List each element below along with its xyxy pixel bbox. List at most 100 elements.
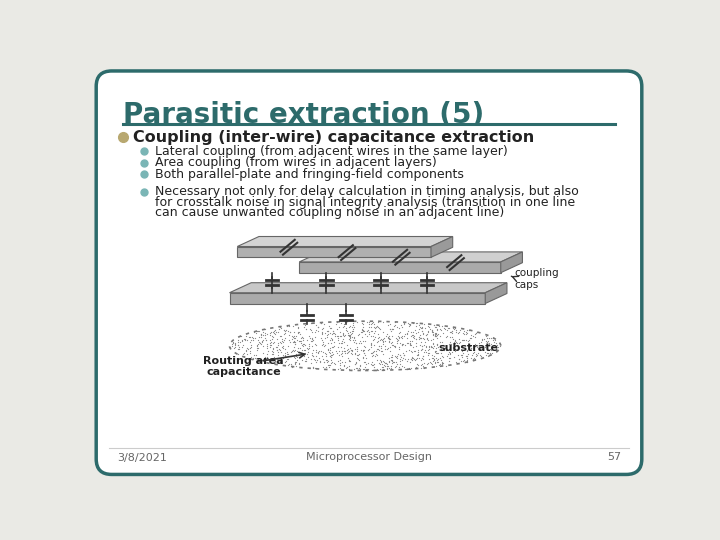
Point — [405, 364, 417, 373]
Point — [397, 341, 408, 350]
Point — [432, 349, 444, 357]
Point — [350, 357, 361, 366]
Point — [290, 357, 302, 366]
Point — [333, 364, 344, 373]
Point — [241, 343, 253, 352]
Point — [391, 339, 402, 347]
Point — [393, 342, 405, 351]
Point — [467, 355, 479, 364]
Point — [410, 342, 421, 350]
Point — [343, 362, 355, 370]
Point — [337, 347, 348, 355]
Point — [359, 364, 370, 373]
Point — [410, 363, 422, 372]
Point — [328, 338, 340, 347]
Point — [443, 323, 454, 332]
Point — [361, 327, 372, 336]
Point — [374, 356, 386, 364]
Point — [384, 320, 396, 328]
Point — [344, 344, 356, 353]
Point — [325, 352, 336, 361]
Point — [295, 336, 307, 345]
Point — [307, 363, 318, 372]
Point — [420, 342, 432, 350]
Point — [346, 327, 358, 335]
Point — [427, 334, 438, 343]
Point — [375, 334, 387, 343]
Point — [336, 342, 347, 351]
Point — [264, 339, 276, 347]
Point — [387, 351, 398, 360]
Point — [328, 359, 339, 368]
Point — [418, 341, 430, 349]
Point — [400, 354, 411, 363]
Point — [420, 346, 431, 354]
Point — [374, 360, 386, 368]
Point — [367, 336, 379, 345]
Point — [305, 326, 316, 334]
Point — [379, 345, 391, 353]
Point — [425, 342, 436, 350]
Point — [384, 342, 396, 351]
Point — [357, 353, 369, 362]
Point — [257, 331, 269, 340]
Point — [310, 327, 321, 336]
Point — [422, 346, 433, 354]
Point — [357, 346, 369, 355]
Point — [402, 318, 414, 327]
Point — [466, 343, 477, 352]
Point — [430, 329, 441, 338]
Point — [326, 357, 338, 366]
Point — [353, 364, 364, 373]
Point — [377, 357, 389, 366]
Point — [289, 360, 301, 368]
Point — [288, 337, 300, 346]
Point — [320, 328, 331, 337]
Point — [351, 363, 362, 372]
Point — [278, 354, 289, 362]
Point — [384, 332, 395, 340]
Point — [456, 347, 467, 356]
Point — [355, 346, 366, 354]
Point — [340, 364, 351, 373]
Point — [267, 339, 279, 347]
Point — [288, 332, 300, 340]
Point — [294, 359, 305, 367]
Point — [428, 329, 439, 338]
Point — [428, 321, 439, 329]
Point — [368, 322, 379, 331]
Point — [452, 329, 464, 338]
Point — [256, 332, 267, 341]
Point — [248, 355, 259, 363]
Point — [331, 325, 343, 333]
Point — [351, 318, 362, 326]
Point — [318, 357, 330, 366]
Point — [368, 348, 379, 356]
Point — [332, 342, 343, 351]
Point — [410, 347, 421, 356]
Point — [226, 342, 238, 350]
Point — [312, 327, 324, 335]
Point — [344, 334, 356, 342]
Point — [246, 336, 257, 345]
Point — [357, 365, 369, 374]
Point — [432, 343, 444, 352]
Point — [334, 360, 346, 369]
Point — [261, 353, 273, 361]
Point — [244, 333, 256, 341]
Point — [358, 346, 369, 355]
Point — [315, 333, 327, 342]
Point — [256, 330, 267, 339]
Point — [302, 345, 313, 353]
Point — [293, 328, 305, 336]
Point — [392, 337, 403, 346]
Point — [269, 353, 280, 361]
Point — [226, 340, 238, 349]
Point — [429, 332, 441, 340]
Point — [444, 357, 455, 366]
Point — [430, 332, 441, 340]
Point — [279, 327, 291, 335]
Point — [307, 352, 319, 361]
Point — [427, 338, 438, 347]
Point — [378, 366, 390, 374]
